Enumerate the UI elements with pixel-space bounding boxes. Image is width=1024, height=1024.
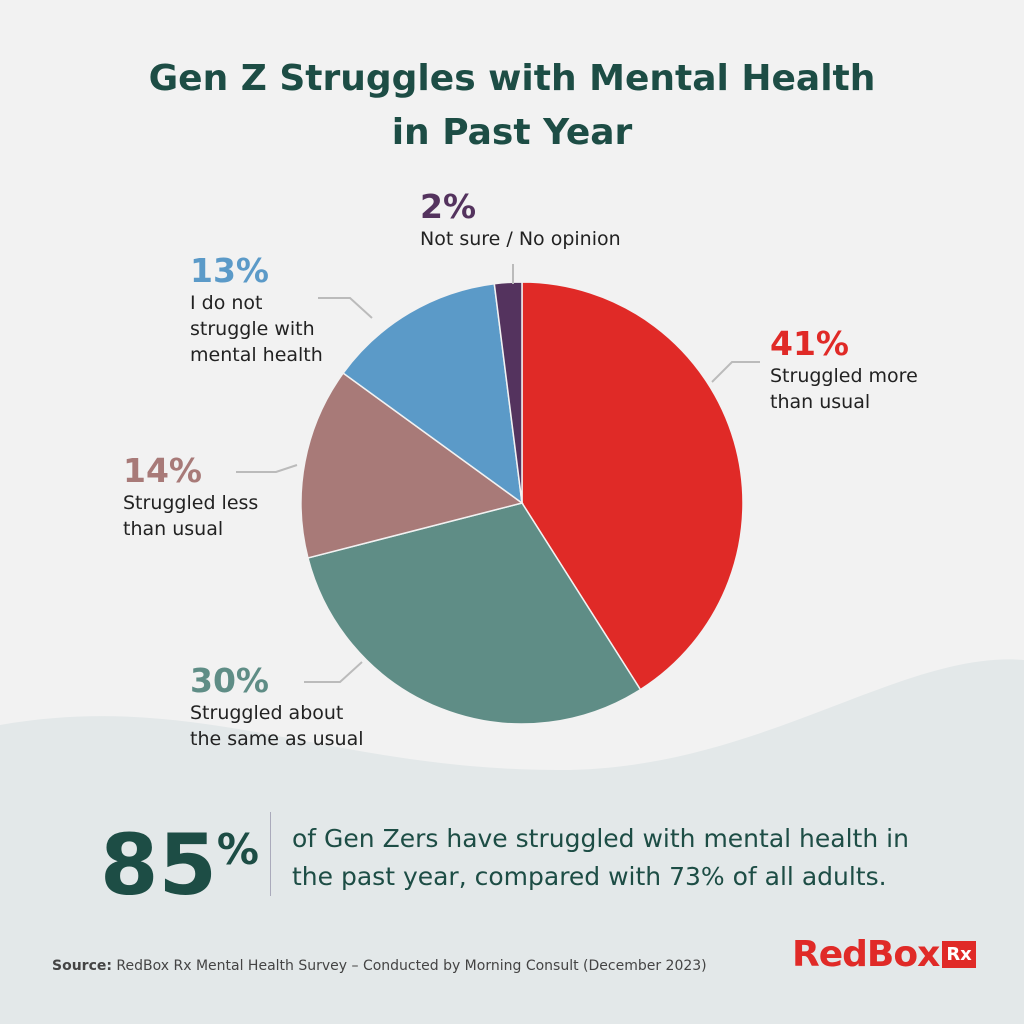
category-label: Not sure / No opinion bbox=[420, 228, 621, 250]
title-text: Gen Z Struggles with Mental Health in Pa… bbox=[148, 58, 876, 153]
logo: RedBox Rx bbox=[792, 934, 976, 975]
divider bbox=[270, 812, 271, 896]
pie-slice bbox=[342, 282, 523, 505]
category-label: Struggled more than usual bbox=[770, 365, 918, 413]
callout-figure: 85% bbox=[100, 800, 259, 915]
category-label: I do not struggle with mental health bbox=[190, 292, 323, 366]
category-label: Struggled about the same as usual bbox=[190, 702, 364, 750]
source-label: Source: bbox=[52, 958, 112, 974]
wave-background bbox=[0, 659, 1024, 1024]
logo-badge: Rx bbox=[942, 941, 976, 968]
leader-lines bbox=[236, 264, 760, 683]
leader-line bbox=[236, 464, 298, 473]
slice-label: 14% Struggled less than usual bbox=[123, 452, 283, 542]
category-label: Struggled less than usual bbox=[123, 492, 259, 540]
pie-slice bbox=[493, 281, 523, 504]
logo-name: RedBox bbox=[792, 934, 940, 975]
pie-slice bbox=[521, 281, 744, 691]
callout-text: of Gen Zers have struggled with mental h… bbox=[292, 824, 909, 891]
pie-slice bbox=[307, 502, 642, 725]
leader-line bbox=[318, 297, 373, 319]
value-label: 14% bbox=[123, 451, 202, 490]
value-label: 30% bbox=[190, 661, 269, 700]
value-label: 41% bbox=[770, 324, 849, 363]
value-label: 2% bbox=[420, 187, 477, 226]
chart-title: Gen Z Struggles with Mental Health in Pa… bbox=[0, 52, 1024, 160]
slice-label: 30% Struggled about the same as usual bbox=[190, 662, 380, 752]
leader-line bbox=[304, 661, 363, 683]
pie-slice bbox=[300, 372, 524, 559]
callout-unit: % bbox=[216, 825, 259, 874]
callout-number: 85 bbox=[100, 816, 217, 914]
value-label: 13% bbox=[190, 251, 269, 290]
slice-label: 41% Struggled more than usual bbox=[770, 325, 945, 415]
slice-label: 13% I do not struggle with mental health bbox=[190, 252, 332, 368]
leader-line bbox=[711, 361, 760, 383]
source-text: RedBox Rx Mental Health Survey – Conduct… bbox=[116, 958, 707, 974]
source: Source: RedBox Rx Mental Health Survey –… bbox=[52, 958, 707, 974]
slice-label: 2% Not sure / No opinion bbox=[420, 188, 680, 252]
